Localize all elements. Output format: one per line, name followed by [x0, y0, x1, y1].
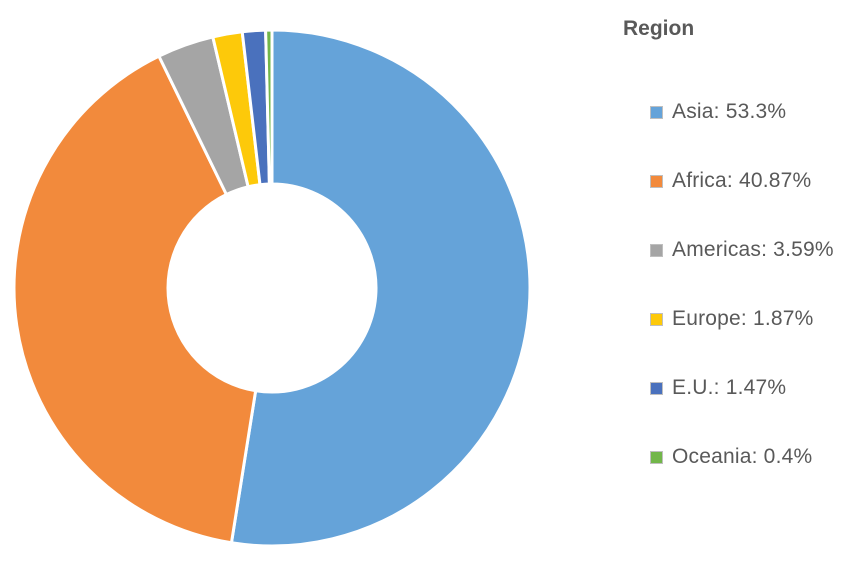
- legend-label-africa: Africa: 40.87%: [672, 169, 812, 192]
- legend: Asia: 53.3% Africa: 40.87% Americas: 3.5…: [650, 94, 834, 508]
- legend-item-oceania: Oceania: 0.4%: [650, 439, 834, 475]
- legend-item-americas: Americas: 3.59%: [650, 232, 834, 268]
- legend-label-oceania: Oceania: 0.4%: [672, 445, 813, 468]
- legend-swatch-europe: [650, 312, 663, 326]
- slice-oceania: [264, 28, 274, 186]
- legend-label-europe: Europe: 1.87%: [672, 307, 814, 330]
- legend-item-europe: Europe: 1.87%: [650, 301, 834, 337]
- legend-label-asia: Asia: 53.3%: [672, 100, 787, 123]
- legend-label-eu: E.U.: 1.47%: [672, 376, 787, 399]
- legend-swatch-africa: [650, 174, 663, 188]
- legend-swatch-eu: [650, 381, 663, 395]
- legend-item-africa: Africa: 40.87%: [650, 163, 834, 199]
- slice-asia: [229, 28, 532, 548]
- legend-title: Region: [623, 17, 695, 40]
- legend-item-eu: E.U.: 1.47%: [650, 370, 834, 406]
- legend-swatch-oceania: [650, 450, 663, 464]
- legend-swatch-asia: [650, 105, 663, 119]
- slice-africa: [12, 54, 258, 545]
- legend-item-asia: Asia: 53.3%: [650, 94, 834, 130]
- legend-swatch-americas: [650, 243, 663, 257]
- legend-label-americas: Americas: 3.59%: [672, 238, 834, 261]
